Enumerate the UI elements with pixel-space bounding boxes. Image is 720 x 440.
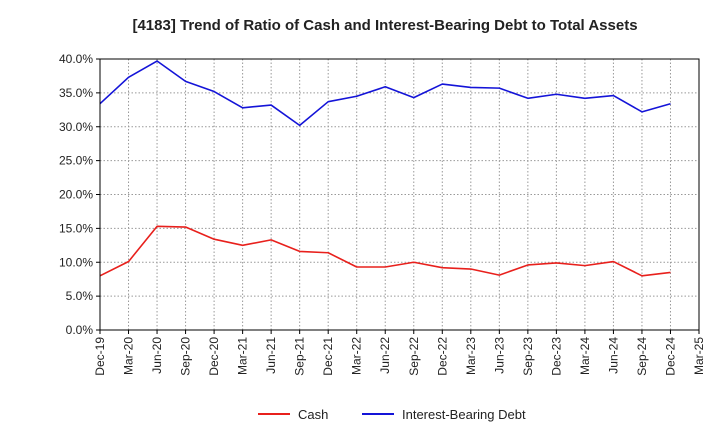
y-tick-label: 20.0% bbox=[59, 188, 93, 202]
y-tick-label: 0.0% bbox=[66, 323, 94, 337]
x-tick-label: Dec-19 bbox=[93, 337, 107, 376]
x-tick-label: Sep-24 bbox=[635, 337, 649, 376]
legend-label-cash: Cash bbox=[298, 407, 328, 422]
x-tick-label: Sep-23 bbox=[521, 337, 535, 376]
y-tick-label: 25.0% bbox=[59, 154, 93, 168]
y-tick-label: 15.0% bbox=[59, 221, 93, 235]
x-tick-label: Jun-21 bbox=[264, 337, 278, 374]
y-tick-label: 40.0% bbox=[59, 52, 93, 66]
x-tick-label: Dec-24 bbox=[663, 337, 677, 376]
series-lines bbox=[99, 60, 671, 277]
x-tick-label: Dec-21 bbox=[321, 337, 335, 376]
legend-label-interest-bearing-debt: Interest-Bearing Debt bbox=[402, 407, 526, 422]
grid bbox=[99, 58, 700, 331]
x-tick-label: Jun-24 bbox=[606, 337, 620, 374]
y-tick-label: 30.0% bbox=[59, 120, 93, 134]
x-axis: Dec-19 Mar-20 Jun-20 Sep-20 Dec-20 Mar-21 Jun-… bbox=[93, 330, 706, 376]
x-tick-label: Dec-23 bbox=[549, 337, 563, 376]
y-tick-label: 35.0% bbox=[59, 86, 93, 100]
y-tick-label: 5.0% bbox=[66, 289, 94, 303]
x-tick-label: Mar-20 bbox=[122, 337, 136, 375]
y-axis: 0.0% 5.0% 10.0% 15.0% 20.0% 25.0% 30.0% 35.0% 40… bbox=[59, 52, 100, 337]
x-tick-label: Mar-24 bbox=[578, 337, 592, 375]
y-tick-label: 10.0% bbox=[59, 255, 93, 269]
x-tick-label: Sep-22 bbox=[407, 337, 421, 376]
x-tick-label: Mar-25 bbox=[692, 337, 706, 375]
x-tick-label: Jun-23 bbox=[492, 337, 506, 374]
x-tick-label: Dec-22 bbox=[435, 337, 449, 376]
plot-frame bbox=[99, 58, 700, 331]
x-tick-label: Mar-22 bbox=[350, 337, 364, 375]
x-tick-label: Mar-23 bbox=[464, 337, 478, 375]
x-tick-label: Jun-20 bbox=[150, 337, 164, 374]
x-tick-label: Sep-21 bbox=[293, 337, 307, 376]
x-tick-label: Jun-22 bbox=[378, 337, 392, 374]
legend: Cash Interest-Bearing Debt bbox=[258, 407, 526, 422]
x-tick-label: Mar-21 bbox=[236, 337, 250, 375]
series-line-cash bbox=[99, 225, 671, 277]
chart-title: [4183] Trend of Ratio of Cash and Intere… bbox=[132, 17, 637, 34]
x-tick-label: Dec-20 bbox=[207, 337, 221, 376]
series-line-interest-bearing-debt bbox=[99, 60, 671, 127]
x-tick-label: Sep-20 bbox=[179, 337, 193, 376]
